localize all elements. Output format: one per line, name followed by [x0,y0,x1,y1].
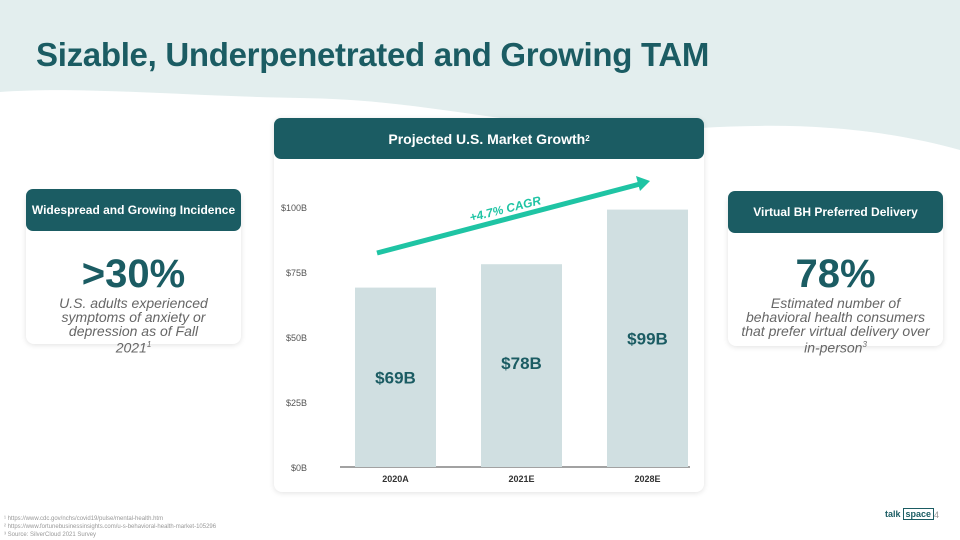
x-tick-label: 2028E [634,474,660,484]
footnote-3: ³ Source: SilverCloud 2021 Survey [4,532,97,538]
y-tick-label: $25B [286,398,307,408]
right-card-description: Estimated number of behavioral health co… [741,295,930,356]
chart-header: Projected U.S. Market Growth 2 [274,118,704,159]
right-card-stat: 78% [795,252,876,296]
x-tick-label: 2020A [382,474,409,484]
left-card-stat: >30% [81,252,186,296]
footnotes: ¹ https://www.cdc.gov/nchs/covid19/pulse… [4,515,216,539]
y-tick-label: $50B [286,333,307,343]
data-label: $99B [627,330,668,349]
data-label: $78B [501,354,542,373]
left-card-description: U.S. adults experienced symptoms of anxi… [59,295,208,356]
left-card: Widespread and Growing Incidence >30% U.… [26,189,241,355]
right-card: Virtual BH Preferred Delivery 78% Estima… [728,191,943,355]
y-tick-label: $75B [286,268,307,278]
data-label: $69B [375,369,416,388]
left-card-header: Widespread and Growing Incidence [26,189,241,231]
page-title: Sizable, Underpenetrated and Growing TAM [36,36,710,73]
x-tick-label: 2021E [508,474,534,484]
footnote-1: ¹ https://www.cdc.gov/nchs/covid19/pulse… [4,516,164,522]
bar-2021E [481,264,562,467]
page-number: 4 [934,510,940,520]
right-card-header: Virtual BH Preferred Delivery [728,191,943,233]
y-tick-label: $100B [281,203,307,213]
talkspace-logo: talk space [883,508,935,520]
y-tick-label: $0B [291,463,307,473]
bar-2028E [607,209,688,467]
cagr-arrowhead [636,176,650,191]
cagr-arrow [376,181,641,256]
bar-2020A [355,287,436,467]
footnote-2: ² https://www.fortunebusinessinsights.co… [4,524,217,530]
